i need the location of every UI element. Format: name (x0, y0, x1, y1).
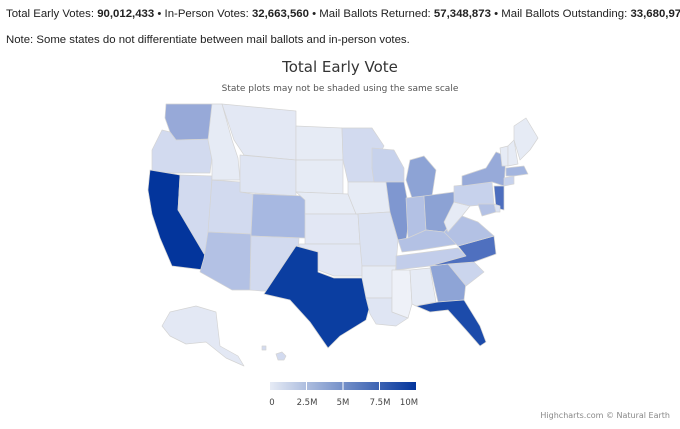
mail-ballots-outstanding-value: 33,680,976 (630, 8, 680, 20)
mail-ballots-outstanding-label: Mail Ballots Outstanding: (501, 8, 628, 20)
mail-ballots-returned-label: Mail Ballots Returned: (319, 8, 431, 20)
state-hawaii[interactable] (275, 351, 287, 361)
state-delaware[interactable] (493, 203, 501, 213)
state-wyoming[interactable] (239, 154, 297, 197)
vote-summary: Total Early Votes: 90,012,433 • In-Perso… (6, 8, 680, 20)
separator: • (157, 8, 162, 20)
state-connecticut[interactable] (503, 175, 515, 187)
separator: • (312, 8, 317, 20)
state-hawaii-small-islands[interactable] (261, 345, 267, 351)
state-alaska[interactable] (161, 305, 245, 367)
legend-tick-label: 7.5M (370, 398, 391, 408)
state-iowa[interactable] (347, 181, 391, 215)
state-wisconsin[interactable] (371, 147, 405, 183)
total-early-votes-value: 90,012,433 (97, 8, 155, 20)
state-north-dakota[interactable] (295, 125, 344, 161)
in-person-votes-label: In-Person Votes: (164, 8, 249, 20)
note-text: Note: Some states do not differentiate b… (6, 34, 410, 46)
state-colorado[interactable] (250, 193, 307, 239)
state-arizona[interactable] (199, 231, 252, 291)
state-south-dakota[interactable] (295, 159, 344, 195)
state-maine[interactable] (513, 117, 539, 161)
color-legend: 0 2.5M 5M 7.5M 10M (269, 382, 418, 408)
state-massachusetts[interactable] (505, 165, 529, 177)
state-new-york[interactable] (461, 151, 507, 187)
state-north-carolina[interactable] (429, 235, 497, 267)
map-credits[interactable]: Highcharts.com © Natural Earth (540, 411, 670, 420)
state-missouri[interactable] (355, 211, 399, 267)
state-arkansas[interactable] (361, 265, 397, 299)
state-mississippi[interactable] (391, 269, 413, 319)
chart-title: Total Early Vote (282, 58, 398, 76)
state-new-jersey[interactable] (493, 185, 505, 211)
legend-tick-label: 2.5M (297, 398, 318, 408)
legend-tick-label: 10M (400, 398, 418, 408)
state-new-hampshire[interactable] (507, 139, 519, 167)
total-early-votes-label: Total Early Votes: (6, 8, 95, 20)
state-nebraska[interactable] (295, 191, 357, 215)
mail-ballots-returned-value: 57,348,873 (433, 8, 491, 20)
chart-subtitle: State plots may not be shaded using the … (221, 84, 459, 94)
state-kansas[interactable] (304, 213, 361, 245)
separator: • (494, 8, 499, 20)
state-texas[interactable] (263, 245, 373, 349)
legend-tick-label: 5M (337, 398, 350, 408)
in-person-votes-value: 32,663,560 (251, 8, 309, 20)
state-pennsylvania[interactable] (453, 181, 495, 207)
legend-tick-label: 0 (269, 398, 274, 408)
state-florida[interactable] (415, 299, 487, 347)
state-michigan[interactable] (405, 155, 437, 199)
state-maryland[interactable] (477, 203, 497, 217)
